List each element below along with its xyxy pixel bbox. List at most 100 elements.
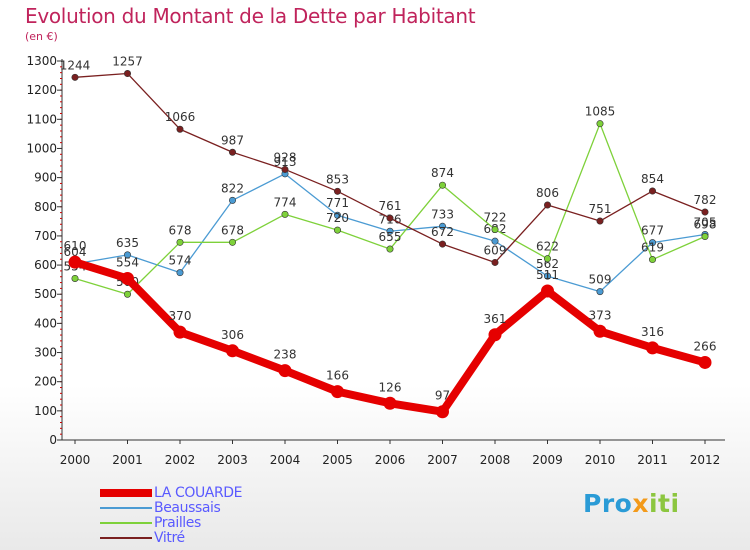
data-point	[386, 214, 394, 222]
logo-part-1: Pro	[583, 489, 633, 518]
data-label: 771	[326, 196, 349, 210]
data-point	[229, 196, 237, 204]
data-label: 806	[536, 186, 559, 200]
data-point	[541, 284, 554, 298]
data-label: 554	[116, 255, 139, 269]
y-tick-label: 400	[34, 316, 57, 330]
data-label: 1244	[60, 58, 91, 72]
y-tick-label: 1300	[26, 54, 57, 68]
y-tick-label: 1200	[26, 83, 57, 97]
data-point	[281, 210, 289, 218]
data-label: 1085	[585, 105, 616, 119]
data-point	[438, 240, 446, 248]
data-label: 238	[274, 348, 297, 362]
data-point	[333, 211, 341, 219]
data-label: 705	[694, 215, 717, 229]
data-point	[596, 217, 604, 225]
y-tick-label: 700	[34, 229, 57, 243]
x-tick-label: 2009	[532, 453, 563, 467]
x-tick-label: 2002	[165, 453, 196, 467]
data-point	[491, 226, 499, 234]
proxiti-logo: Proxiti	[583, 489, 680, 518]
legend-label: Prailles	[154, 515, 201, 531]
data-label: 854	[641, 172, 664, 186]
data-label: 511	[536, 268, 559, 282]
data-label: 928	[274, 150, 297, 164]
legend-swatch	[100, 522, 152, 524]
data-label: 774	[274, 195, 297, 209]
data-point	[593, 324, 607, 338]
y-tick-label: 100	[34, 404, 57, 418]
data-label: 635	[116, 236, 139, 250]
data-point	[648, 256, 656, 264]
data-point	[331, 385, 344, 399]
data-label: 698	[694, 218, 717, 232]
data-point	[333, 226, 341, 234]
y-tick-label: 500	[34, 287, 57, 301]
series-vitr-: 1244 1257 1066 987 928 853 761 672 609 806 751 854 7…	[60, 55, 717, 266]
legend-swatch	[100, 489, 152, 497]
data-point	[71, 274, 79, 282]
x-tick-label: 2010	[585, 453, 616, 467]
data-label: 574	[169, 254, 192, 268]
data-label: 266	[694, 339, 717, 353]
data-point	[383, 396, 397, 410]
data-label: 720	[326, 211, 349, 225]
data-point	[173, 325, 187, 339]
data-point	[333, 187, 341, 195]
data-point	[698, 355, 712, 369]
data-label: 619	[641, 241, 664, 255]
data-label: 609	[484, 243, 507, 257]
data-point	[543, 272, 551, 280]
data-label: 782	[694, 193, 717, 207]
data-point	[543, 201, 551, 209]
data-point	[436, 405, 449, 419]
data-label: 1257	[112, 55, 143, 69]
data-point	[68, 255, 82, 269]
data-point	[386, 245, 394, 253]
logo-part-2: x	[632, 489, 649, 518]
x-tick-label: 2008	[480, 453, 511, 467]
logo-part-3: iti	[648, 489, 680, 518]
series-la-couarde: 610 554 370 306 238 166 126 97 361 511 373 316 266	[64, 239, 717, 419]
data-point	[386, 227, 394, 235]
x-tick-label: 2011	[637, 453, 668, 467]
data-point	[543, 255, 551, 263]
y-tick-label: 300	[34, 346, 57, 360]
data-label: 751	[589, 202, 612, 216]
line-chart: 0 100 200 300 400 500 600 700 800 900 1000 1100 1200…	[26, 54, 725, 467]
x-tick-label: 2012	[690, 453, 721, 467]
x-tick-label: 2001	[112, 453, 143, 467]
y-tick-label: 800	[34, 200, 57, 214]
data-label: 722	[484, 211, 507, 225]
data-label: 126	[379, 380, 402, 394]
axes: 0 100 200 300 400 500 600 700 800 900 1000 1100 1200…	[26, 54, 725, 467]
y-tick-label: 600	[34, 258, 57, 272]
data-point	[71, 73, 79, 81]
chart-title: Evolution du Montant de la Dette par Hab…	[25, 4, 476, 28]
x-tick-label: 2003	[217, 453, 248, 467]
data-label: 306	[221, 328, 244, 342]
data-point	[229, 148, 237, 156]
data-label: 672	[431, 225, 454, 239]
data-label: 562	[536, 257, 559, 271]
data-label: 761	[379, 199, 402, 213]
data-point	[121, 271, 134, 285]
data-label: 913	[274, 155, 297, 169]
data-point	[438, 222, 446, 230]
x-tick-label: 2005	[322, 453, 353, 467]
data-label: 677	[641, 224, 664, 238]
y-tick-label: 1000	[26, 141, 57, 155]
legend-swatch	[100, 507, 152, 509]
data-point	[226, 344, 239, 358]
data-point	[646, 341, 659, 355]
data-label: 678	[169, 223, 192, 237]
data-point	[124, 290, 132, 298]
y-tick-label: 900	[34, 171, 57, 185]
data-point	[596, 288, 604, 296]
x-tick-label: 2004	[270, 453, 301, 467]
data-point	[491, 237, 499, 245]
x-tick-label: 2006	[375, 453, 406, 467]
data-label: 604	[64, 245, 87, 259]
